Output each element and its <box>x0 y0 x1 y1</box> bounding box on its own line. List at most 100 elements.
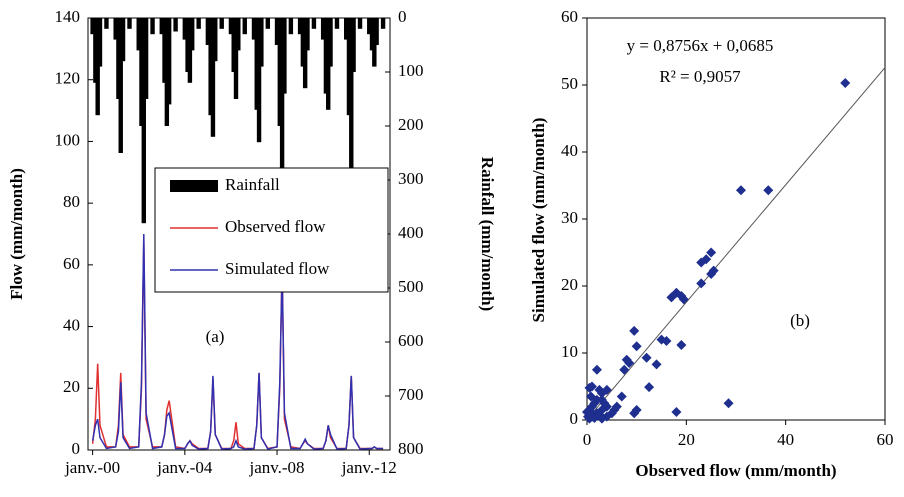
point <box>624 358 635 369</box>
rain-bar <box>187 18 193 83</box>
y-tick-label: 60 <box>561 7 578 26</box>
x-tick-label: 40 <box>777 430 794 449</box>
point <box>651 359 662 370</box>
rain-bar <box>104 18 109 29</box>
rain-bar <box>302 18 308 89</box>
point <box>629 408 640 419</box>
point <box>619 364 630 375</box>
rain-bar <box>120 18 126 62</box>
x-tick-label: janv.-00 <box>64 458 120 477</box>
rain-bar <box>311 18 317 29</box>
rain-bar <box>369 18 375 51</box>
point <box>596 413 607 424</box>
rain-bar <box>320 18 326 40</box>
point <box>671 406 682 417</box>
rain-bar <box>297 18 303 35</box>
y2-tick-label: 800 <box>398 439 424 458</box>
rain-bar <box>185 18 190 72</box>
y-tick-label: 20 <box>63 377 80 396</box>
y2-tick-label: 200 <box>398 115 424 134</box>
rain-bar <box>118 18 123 153</box>
y-axis-title: Flow (mm/month) <box>7 168 26 300</box>
r-squared: R² = 0,9057 <box>659 67 741 86</box>
rain-bar <box>265 18 271 29</box>
rain-bar <box>254 18 259 110</box>
y-tick-label: 40 <box>63 315 80 334</box>
rain-bar <box>190 18 195 51</box>
rain-bar <box>231 18 236 72</box>
point <box>661 335 672 346</box>
point <box>763 185 774 196</box>
y-tick-label: 80 <box>63 192 80 211</box>
rain-bar <box>173 18 178 32</box>
y-tick-label: 10 <box>561 342 578 361</box>
y-tick-label: 20 <box>561 275 578 294</box>
point <box>629 325 640 336</box>
point <box>735 185 746 196</box>
y-tick-label: 100 <box>55 130 81 149</box>
rain-bar <box>219 18 224 29</box>
rain-bar <box>351 18 356 72</box>
point <box>616 391 627 402</box>
rain-bar <box>136 18 141 51</box>
y2-axis-title: Rainfall (mm/month) <box>478 157 497 311</box>
x-tick-label: 20 <box>678 430 695 449</box>
rain-bar <box>141 18 146 224</box>
rain-bar <box>357 18 363 29</box>
point <box>609 404 620 415</box>
y-tick-label: 120 <box>55 69 81 88</box>
y-tick-label: 60 <box>63 254 80 273</box>
rain-bar <box>236 18 241 51</box>
rain-bar <box>210 18 216 137</box>
rain-bar <box>300 18 306 67</box>
y-tick-label: 30 <box>561 208 578 227</box>
point <box>631 341 642 352</box>
point <box>696 278 707 289</box>
rain-bar <box>97 18 103 67</box>
rain-bar <box>127 18 132 29</box>
rain-bar <box>274 18 280 45</box>
point <box>586 411 597 422</box>
rain-bar <box>93 18 98 83</box>
point <box>584 382 595 393</box>
point <box>678 294 689 305</box>
rain-bar <box>259 18 264 67</box>
y2-tick-label: 700 <box>398 385 424 404</box>
chart-a: Flow (mm/month) Rainfall (mm/month) (a) … <box>7 7 497 477</box>
y2-tick-label: 600 <box>398 331 424 350</box>
y2-tick-label: 100 <box>398 61 424 80</box>
rain-bar <box>277 18 283 126</box>
rain-bar <box>372 18 377 67</box>
point <box>596 388 607 399</box>
legend-label: Simulated flow <box>225 259 330 278</box>
rain-bar <box>95 18 100 116</box>
chart-b: Observed flow (mm/month) Simulated flow … <box>529 7 894 480</box>
y-tick-label: 50 <box>561 74 578 93</box>
annotation: (a) <box>206 327 225 346</box>
rain-bar <box>256 18 262 143</box>
rain-bar <box>367 18 372 35</box>
y2-tick-label: 400 <box>398 223 424 242</box>
rain-bar <box>113 18 118 40</box>
rain-bar <box>346 18 352 116</box>
point <box>696 257 707 268</box>
rain-bar <box>162 18 167 83</box>
rain-bar <box>343 18 349 40</box>
rain-bar <box>323 18 329 94</box>
legend-label: Rainfall <box>225 175 280 194</box>
rain-bar <box>233 18 239 99</box>
rain-bar <box>328 18 333 67</box>
x-tick-label: janv.-12 <box>341 458 397 477</box>
y-tick-label: 0 <box>72 439 81 458</box>
rain-bar <box>279 18 285 197</box>
rain-bar <box>349 18 354 180</box>
rain-bar <box>196 18 201 29</box>
rain-bar <box>242 18 247 35</box>
flow-line <box>91 233 384 450</box>
x-tick-label: 0 <box>583 430 592 449</box>
y-tick-label: 40 <box>561 141 578 160</box>
legend-label: Observed flow <box>225 217 326 236</box>
y2-tick-label: 0 <box>398 7 407 26</box>
x-tick-label: janv.-04 <box>156 458 213 477</box>
